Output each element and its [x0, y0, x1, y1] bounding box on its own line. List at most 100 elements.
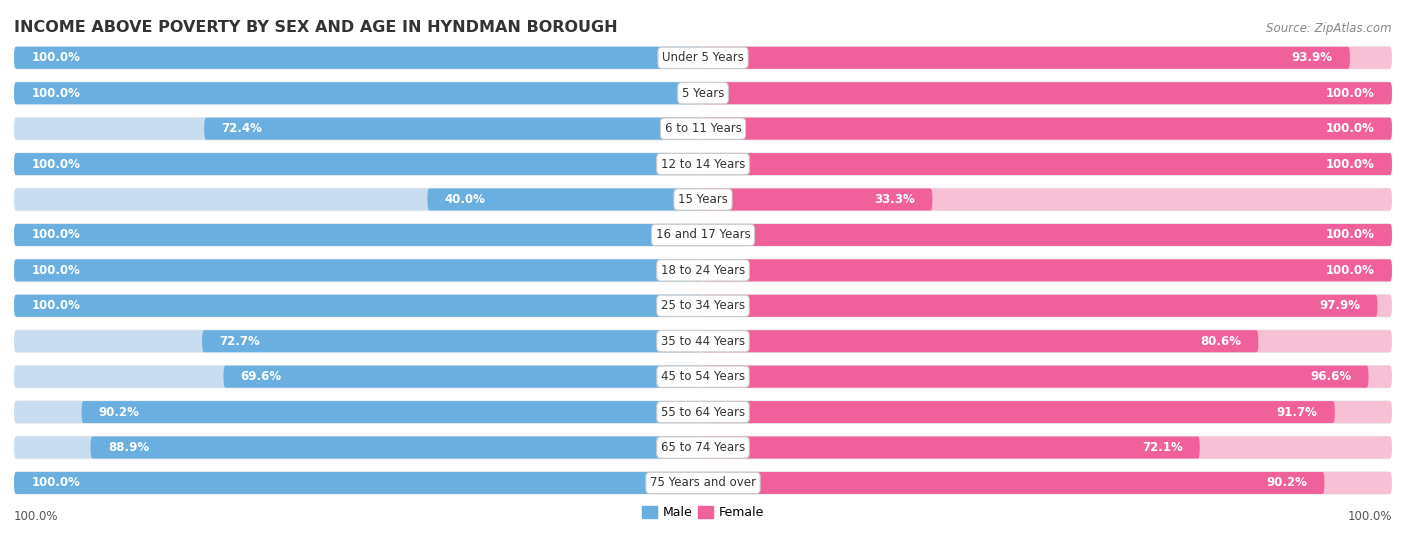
FancyBboxPatch shape — [14, 293, 1392, 319]
FancyBboxPatch shape — [14, 401, 703, 423]
Text: 40.0%: 40.0% — [444, 193, 485, 206]
Text: 18 to 24 Years: 18 to 24 Years — [661, 264, 745, 277]
FancyBboxPatch shape — [14, 472, 703, 494]
Text: 100.0%: 100.0% — [1326, 264, 1375, 277]
FancyBboxPatch shape — [14, 188, 703, 211]
Text: 100.0%: 100.0% — [31, 229, 80, 241]
FancyBboxPatch shape — [14, 47, 703, 69]
Text: 55 to 64 Years: 55 to 64 Years — [661, 406, 745, 419]
FancyBboxPatch shape — [14, 435, 1392, 460]
FancyBboxPatch shape — [703, 330, 1258, 352]
Text: 35 to 44 Years: 35 to 44 Years — [661, 335, 745, 348]
Text: 100.0%: 100.0% — [1347, 510, 1392, 523]
FancyBboxPatch shape — [14, 117, 703, 140]
FancyBboxPatch shape — [703, 117, 1392, 140]
Text: 96.6%: 96.6% — [1310, 370, 1351, 383]
FancyBboxPatch shape — [703, 188, 1392, 211]
Text: 100.0%: 100.0% — [31, 158, 80, 170]
FancyBboxPatch shape — [703, 117, 1392, 140]
Text: 100.0%: 100.0% — [1326, 158, 1375, 170]
Text: 72.4%: 72.4% — [221, 122, 263, 135]
Text: 100.0%: 100.0% — [1326, 87, 1375, 100]
Text: 33.3%: 33.3% — [875, 193, 915, 206]
FancyBboxPatch shape — [703, 82, 1392, 104]
Text: 12 to 14 Years: 12 to 14 Years — [661, 158, 745, 170]
Text: 100.0%: 100.0% — [1326, 122, 1375, 135]
Text: 75 Years and over: 75 Years and over — [650, 476, 756, 490]
FancyBboxPatch shape — [14, 82, 703, 104]
FancyBboxPatch shape — [703, 330, 1392, 352]
Text: INCOME ABOVE POVERTY BY SEX AND AGE IN HYNDMAN BOROUGH: INCOME ABOVE POVERTY BY SEX AND AGE IN H… — [14, 20, 617, 35]
FancyBboxPatch shape — [427, 188, 703, 211]
FancyBboxPatch shape — [14, 366, 703, 387]
FancyBboxPatch shape — [703, 366, 1392, 387]
FancyBboxPatch shape — [703, 188, 932, 211]
FancyBboxPatch shape — [703, 153, 1392, 175]
FancyBboxPatch shape — [14, 437, 703, 458]
FancyBboxPatch shape — [14, 472, 703, 494]
FancyBboxPatch shape — [14, 329, 1392, 354]
FancyBboxPatch shape — [202, 330, 703, 352]
Text: 15 Years: 15 Years — [678, 193, 728, 206]
Text: 65 to 74 Years: 65 to 74 Years — [661, 441, 745, 454]
Text: 93.9%: 93.9% — [1292, 51, 1333, 64]
FancyBboxPatch shape — [14, 224, 703, 246]
Text: 90.2%: 90.2% — [98, 406, 139, 419]
FancyBboxPatch shape — [14, 399, 1392, 425]
FancyBboxPatch shape — [82, 401, 703, 423]
Text: 100.0%: 100.0% — [31, 264, 80, 277]
Text: 100.0%: 100.0% — [31, 51, 80, 64]
FancyBboxPatch shape — [703, 224, 1392, 246]
Text: 100.0%: 100.0% — [31, 87, 80, 100]
Text: 91.7%: 91.7% — [1277, 406, 1317, 419]
FancyBboxPatch shape — [703, 472, 1324, 494]
Text: 90.2%: 90.2% — [1267, 476, 1308, 490]
Text: 16 and 17 Years: 16 and 17 Years — [655, 229, 751, 241]
FancyBboxPatch shape — [703, 401, 1334, 423]
FancyBboxPatch shape — [703, 47, 1350, 69]
Text: 100.0%: 100.0% — [31, 476, 80, 490]
Text: 100.0%: 100.0% — [14, 510, 59, 523]
Text: 25 to 34 Years: 25 to 34 Years — [661, 299, 745, 312]
Text: 100.0%: 100.0% — [31, 299, 80, 312]
FancyBboxPatch shape — [14, 153, 703, 175]
FancyBboxPatch shape — [703, 366, 1368, 387]
Text: 100.0%: 100.0% — [1326, 229, 1375, 241]
FancyBboxPatch shape — [14, 187, 1392, 212]
FancyBboxPatch shape — [703, 437, 1199, 458]
Text: 72.7%: 72.7% — [219, 335, 260, 348]
FancyBboxPatch shape — [703, 295, 1378, 317]
Text: 72.1%: 72.1% — [1142, 441, 1182, 454]
Text: 5 Years: 5 Years — [682, 87, 724, 100]
FancyBboxPatch shape — [14, 116, 1392, 141]
Text: 69.6%: 69.6% — [240, 370, 281, 383]
FancyBboxPatch shape — [703, 437, 1392, 458]
FancyBboxPatch shape — [703, 47, 1392, 69]
Text: Under 5 Years: Under 5 Years — [662, 51, 744, 64]
FancyBboxPatch shape — [14, 45, 1392, 70]
Text: 45 to 54 Years: 45 to 54 Years — [661, 370, 745, 383]
Text: 80.6%: 80.6% — [1201, 335, 1241, 348]
FancyBboxPatch shape — [703, 472, 1392, 494]
Text: Source: ZipAtlas.com: Source: ZipAtlas.com — [1267, 22, 1392, 35]
FancyBboxPatch shape — [14, 259, 703, 281]
FancyBboxPatch shape — [14, 259, 703, 281]
FancyBboxPatch shape — [14, 258, 1392, 283]
FancyBboxPatch shape — [703, 295, 1392, 317]
FancyBboxPatch shape — [703, 259, 1392, 281]
FancyBboxPatch shape — [14, 47, 703, 69]
FancyBboxPatch shape — [703, 82, 1392, 104]
FancyBboxPatch shape — [90, 437, 703, 458]
FancyBboxPatch shape — [224, 366, 703, 387]
FancyBboxPatch shape — [14, 151, 1392, 177]
FancyBboxPatch shape — [703, 401, 1392, 423]
FancyBboxPatch shape — [14, 295, 703, 317]
FancyBboxPatch shape — [703, 224, 1392, 246]
Text: 97.9%: 97.9% — [1319, 299, 1360, 312]
FancyBboxPatch shape — [14, 330, 703, 352]
FancyBboxPatch shape — [703, 153, 1392, 175]
Text: 6 to 11 Years: 6 to 11 Years — [665, 122, 741, 135]
Legend: Male, Female: Male, Female — [637, 501, 769, 524]
FancyBboxPatch shape — [703, 259, 1392, 281]
FancyBboxPatch shape — [14, 224, 703, 246]
